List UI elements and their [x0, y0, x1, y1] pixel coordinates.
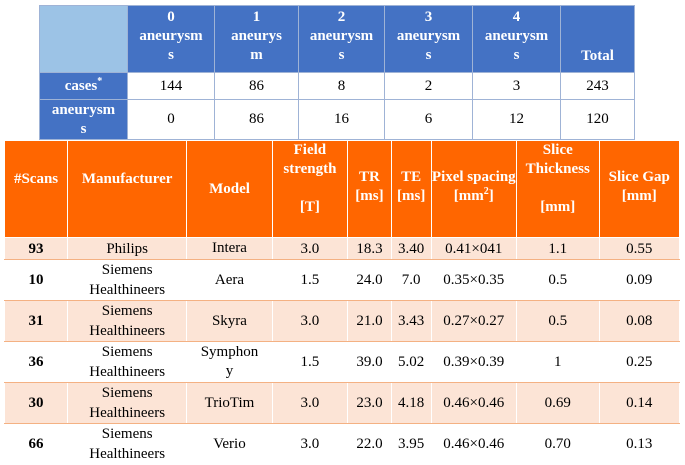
- table-row: 10 Siemens Healthineers Aera 1.5 24.0 7.0…: [3, 259, 680, 301]
- cell-gap: 0.14: [598, 382, 680, 424]
- cell-scans: 30: [3, 382, 69, 424]
- cell-te: 7.0: [390, 259, 432, 301]
- table-row: 66 Siemens Healthineers Verio 3.0 22.0 3.…: [3, 423, 680, 465]
- table-row: 93 Philips Intera 3.0 18.3 3.40 0.41×041…: [3, 237, 680, 260]
- header-scans: #Scans: [3, 140, 69, 238]
- cell-tr: 21.0: [347, 300, 392, 342]
- header-manufacturer: Manufacturer: [67, 140, 188, 238]
- table-cell: 2: [384, 72, 473, 100]
- cell-te: 3.43: [390, 300, 432, 342]
- table-cell: 120: [560, 99, 635, 140]
- table-row: 36 Siemens Healthineers Symphon y 1.5 39.0…: [3, 341, 680, 383]
- cell-thickness: 1.1: [516, 237, 600, 260]
- header-cell-total: Total: [560, 5, 635, 73]
- cell-pixel: 0.41×041: [430, 237, 518, 260]
- cell-scans: 10: [3, 259, 69, 301]
- cell-gap: 0.25: [598, 341, 680, 383]
- cell-pixel: 0.46×0.46: [430, 382, 518, 424]
- cell-field: 1.5: [271, 341, 349, 383]
- cell-scans: 36: [3, 341, 69, 383]
- row-label: aneurysm s: [39, 99, 128, 140]
- table-row: 30 Siemens Healthineers TrioTim 3.0 23.0 …: [3, 382, 680, 424]
- table-cell: 86: [214, 99, 299, 140]
- scanner-parameters-table: #Scans Manufacturer Model Field strength…: [3, 140, 680, 465]
- cell-scans: 93: [3, 237, 69, 260]
- cell-tr: 23.0: [347, 382, 392, 424]
- cell-scans: 31: [3, 300, 69, 342]
- cell-manufacturer: Siemens Healthineers: [67, 341, 188, 383]
- header-pixel-spacing: Pixel spacing [mm2]: [430, 140, 518, 238]
- cell-pixel: 0.39×0.39: [430, 341, 518, 383]
- cell-manufacturer: Philips: [67, 237, 188, 260]
- cell-model: Symphon y: [186, 341, 273, 383]
- cell-manufacturer: Siemens Healthineers: [67, 259, 188, 301]
- header-cell: 2 aneurysm s: [298, 5, 385, 73]
- cell-gap: 0.09: [598, 259, 680, 301]
- cell-pixel: 0.27×0.27: [430, 300, 518, 342]
- cell-te: 5.02: [390, 341, 432, 383]
- cell-manufacturer: Siemens Healthineers: [67, 300, 188, 342]
- table-cell: 3: [472, 72, 561, 100]
- table-cell: 243: [560, 72, 635, 100]
- cell-model: Verio: [186, 423, 273, 465]
- table-row: aneurysm s 0 86 16 6 12 120: [39, 99, 635, 140]
- cell-manufacturer: Siemens Healthineers: [67, 423, 188, 465]
- cell-field: 3.0: [271, 382, 349, 424]
- cell-tr: 39.0: [347, 341, 392, 383]
- table-cell: 0: [127, 99, 215, 140]
- cell-tr: 18.3: [347, 237, 392, 260]
- cell-thickness: 0.70: [516, 423, 600, 465]
- cell-pixel: 0.46×0.46: [430, 423, 518, 465]
- cell-te: 4.18: [390, 382, 432, 424]
- cell-field: 3.0: [271, 300, 349, 342]
- header-cell: 4 aneurysm s: [472, 5, 561, 73]
- table-cell: 8: [298, 72, 385, 100]
- cell-gap: 0.13: [598, 423, 680, 465]
- cell-thickness: 0.69: [516, 382, 600, 424]
- cell-manufacturer: Siemens Healthineers: [67, 382, 188, 424]
- cell-thickness: 0.5: [516, 259, 600, 301]
- aneurysm-count-table: 0 aneurysm s 1 aneurys m 2 aneurysm s 3 aneurys…: [39, 5, 635, 140]
- cell-field: 3.0: [271, 237, 349, 260]
- cell-thickness: 1: [516, 341, 600, 383]
- header-cell: 3 aneurysm s: [384, 5, 473, 73]
- header-te: TE [ms]: [390, 140, 432, 238]
- cell-gap: 0.55: [598, 237, 680, 260]
- header-cell: 0 aneurysm s: [127, 5, 215, 73]
- cell-te: 3.40: [390, 237, 432, 260]
- table-row: cases* 144 86 8 2 3 243: [39, 72, 635, 100]
- cell-tr: 22.0: [347, 423, 392, 465]
- cell-model: Intera: [186, 237, 273, 260]
- header-model: Model: [186, 140, 273, 238]
- header-tr: TR [ms]: [347, 140, 392, 238]
- table-row: 31 Siemens Healthineers Skyra 3.0 21.0 3.…: [3, 300, 680, 342]
- cell-model: Aera: [186, 259, 273, 301]
- cell-pixel: 0.35×0.35: [430, 259, 518, 301]
- table-cell: 86: [214, 72, 299, 100]
- header-slice-thickness: Slice Thickness [mm]: [516, 140, 600, 238]
- cell-model: TrioTim: [186, 382, 273, 424]
- table-cell: 144: [127, 72, 215, 100]
- cell-model: Skyra: [186, 300, 273, 342]
- cell-scans: 66: [3, 423, 69, 465]
- cell-tr: 24.0: [347, 259, 392, 301]
- cell-te: 3.95: [390, 423, 432, 465]
- cell-gap: 0.08: [598, 300, 680, 342]
- cell-field: 1.5: [271, 259, 349, 301]
- header-row: #Scans Manufacturer Model Field strength…: [3, 140, 680, 238]
- cell-thickness: 0.5: [516, 300, 600, 342]
- cell-field: 3.0: [271, 423, 349, 465]
- table-cell: 6: [384, 99, 473, 140]
- header-cell: 1 aneurys m: [214, 5, 299, 73]
- header-row: 0 aneurysm s 1 aneurys m 2 aneurysm s 3 aneurys…: [39, 5, 635, 73]
- table-cell: 12: [472, 99, 561, 140]
- row-label: cases*: [39, 72, 128, 100]
- header-slice-gap: Slice Gap [mm]: [598, 140, 680, 238]
- corner-cell: [39, 5, 128, 73]
- table-cell: 16: [298, 99, 385, 140]
- header-field-strength: Field strength [T]: [271, 140, 349, 238]
